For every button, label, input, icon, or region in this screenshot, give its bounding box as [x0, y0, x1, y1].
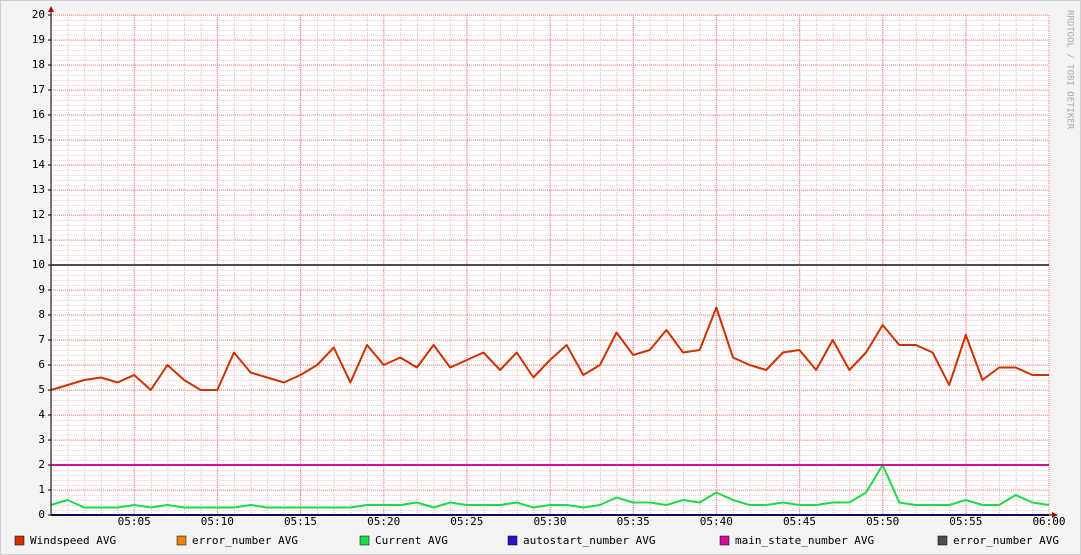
y-tick-label: 19	[32, 33, 45, 46]
legend-swatch	[176, 535, 187, 546]
axis-arrow	[48, 6, 54, 12]
x-tick-label: 05:40	[700, 515, 733, 528]
y-tick-label: 18	[32, 58, 45, 71]
y-tick-label: 14	[32, 158, 46, 171]
y-tick-label: 15	[32, 133, 45, 146]
x-tick-label: 05:20	[367, 515, 400, 528]
x-tick-label: 05:50	[866, 515, 899, 528]
x-tick-label: 05:15	[284, 515, 317, 528]
series-line	[50, 306, 1049, 391]
y-tick-label: 0	[38, 508, 45, 521]
y-tick-label: 11	[32, 233, 45, 246]
legend-label: main_state_number AVG	[735, 534, 874, 547]
y-tick-label: 8	[38, 308, 45, 321]
legend-label: error_number AVG	[953, 534, 1059, 547]
x-tick-label: 06:00	[1032, 515, 1065, 528]
x-tick-label: 05:55	[949, 515, 982, 528]
x-tick-label: 05:35	[617, 515, 650, 528]
legend-swatch	[719, 535, 730, 546]
y-tick-label: 9	[38, 283, 45, 296]
y-tick-label: 17	[32, 83, 45, 96]
y-tick-label: 13	[32, 183, 45, 196]
y-tick-label: 3	[38, 433, 45, 446]
legend-label: Windspeed AVG	[30, 534, 116, 547]
y-tick-label: 10	[32, 258, 45, 271]
legend-label: autostart_number AVG	[523, 534, 655, 547]
y-tick-label: 12	[32, 208, 45, 221]
y-tick-label: 7	[38, 333, 45, 346]
y-tick-label: 4	[38, 408, 45, 421]
y-tick-label: 2	[38, 458, 45, 471]
legend-swatch	[359, 535, 370, 546]
x-tick-label: 05:05	[118, 515, 151, 528]
y-tick-label: 16	[32, 108, 45, 121]
legend-swatch	[937, 535, 948, 546]
y-tick-label: 6	[38, 358, 45, 371]
x-tick-label: 05:45	[783, 515, 816, 528]
y-tick-label: 5	[38, 383, 45, 396]
watermark: RRDTOOL / TOBI OETIKER	[1065, 10, 1075, 130]
y-tick-label: 20	[32, 8, 45, 21]
legend-label: Current AVG	[375, 534, 448, 547]
axis-arrow	[1052, 512, 1058, 518]
legend-label: error_number AVG	[192, 534, 298, 547]
legend-swatch	[507, 535, 518, 546]
x-tick-label: 05:10	[201, 515, 234, 528]
y-tick-label: 1	[38, 483, 45, 496]
x-tick-label: 05:25	[450, 515, 483, 528]
legend-swatch	[14, 535, 25, 546]
x-tick-label: 05:30	[533, 515, 566, 528]
